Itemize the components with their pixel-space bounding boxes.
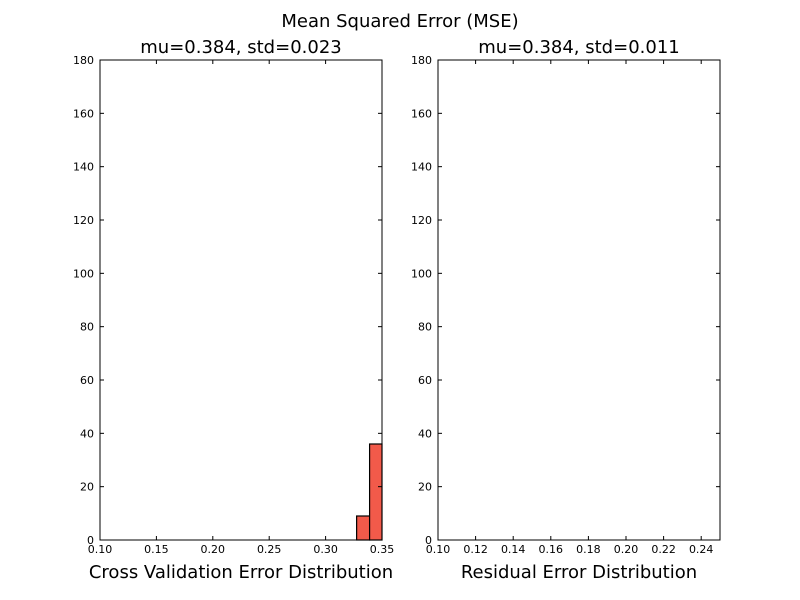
residual-ytick-label-2: 40	[418, 427, 432, 440]
cross-validation-xtick-label-2: 0.20	[201, 543, 226, 556]
residual-xlabel: Residual Error Distribution	[461, 562, 697, 583]
residual-ytick-label-8: 160	[411, 107, 432, 120]
residual-ytick-label-0: 0	[425, 534, 432, 547]
residual-xtick-label-3: 0.16	[539, 543, 564, 556]
residual-xtick-label-7: 0.24	[689, 543, 714, 556]
residual-ytick-label-5: 100	[411, 267, 432, 280]
residual-ytick-label-4: 80	[418, 321, 432, 334]
residual-xtick-label-0: 0.10	[426, 543, 451, 556]
residual-histogram: mu=0.384, std=0.011 Residual Error Distr…	[411, 37, 721, 583]
cross-validation-xtick-label-1: 0.15	[144, 543, 169, 556]
cross-validation-title: mu=0.384, std=0.023	[140, 37, 341, 58]
cross-validation-histogram: mu=0.384, std=0.023 Cross Validation Err…	[73, 37, 394, 583]
figure-title: Mean Squared Error (MSE)	[281, 11, 518, 32]
cross-validation-xlabel: Cross Validation Error Distribution	[89, 562, 393, 583]
residual-xtick-label-2: 0.14	[501, 543, 526, 556]
residual-ytick-label-1: 20	[418, 481, 432, 494]
residual-xtick-label-1: 0.12	[463, 543, 488, 556]
cross-validation-ytick-label-9: 180	[73, 54, 94, 67]
residual-xtick-label-6: 0.22	[651, 543, 676, 556]
cross-validation-ytick-label-3: 60	[80, 374, 94, 387]
cross-validation-ytick-label-8: 160	[73, 107, 94, 120]
residual-ytick-label-9: 180	[411, 54, 432, 67]
cross-validation-bar-1	[368, 443, 383, 541]
residual-title: mu=0.384, std=0.011	[478, 37, 679, 58]
cross-validation-ytick-label-7: 140	[73, 161, 94, 174]
cross-validation-bar-0	[356, 515, 371, 541]
residual-xtick-label-4: 0.18	[576, 543, 601, 556]
residual-plot-frame	[437, 59, 721, 541]
cross-validation-xtick-label-4: 0.30	[313, 543, 338, 556]
residual-ytick-label-3: 60	[418, 374, 432, 387]
cross-validation-bars	[356, 443, 383, 541]
residual-ticks: 0.10 0.12 0.14 0.16 0.18 0.20 0.22 0.24 0 20 40 60 8…	[411, 54, 720, 556]
cross-validation-xtick-label-5: 0.35	[370, 543, 395, 556]
cross-validation-xtick-label-3: 0.25	[257, 543, 282, 556]
cross-validation-ytick-label-6: 120	[73, 214, 94, 227]
residual-ytick-label-6: 120	[411, 214, 432, 227]
cross-validation-ytick-label-0: 0	[87, 534, 94, 547]
cross-validation-xtick-label-0: 0.10	[88, 543, 113, 556]
cross-validation-ytick-label-5: 100	[73, 267, 94, 280]
cross-validation-ytick-label-2: 40	[80, 427, 94, 440]
cross-validation-plot-frame	[99, 59, 383, 541]
cross-validation-ticks: 0.10 0.15 0.20 0.25 0.30 0.35 0 20 40 60 80 100 120 1…	[73, 54, 394, 556]
cross-validation-ytick-label-1: 20	[80, 481, 94, 494]
residual-ytick-label-7: 140	[411, 161, 432, 174]
cross-validation-ytick-label-4: 80	[80, 321, 94, 334]
residual-xtick-label-5: 0.20	[614, 543, 639, 556]
